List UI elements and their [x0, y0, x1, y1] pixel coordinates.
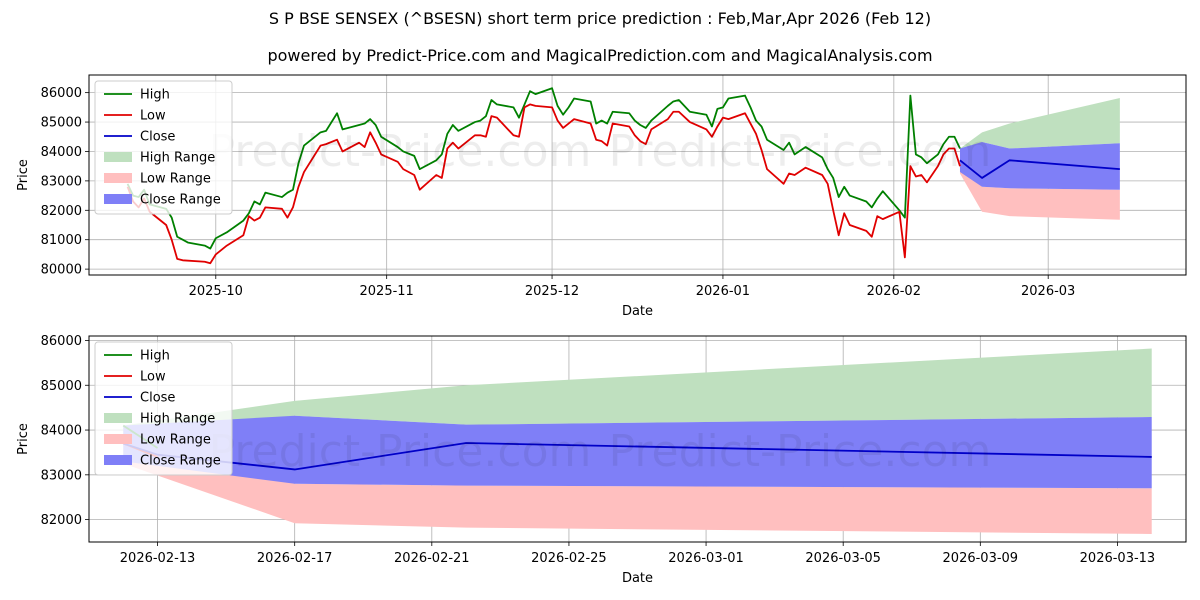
x-tick-label: 2026-02-25 [531, 551, 607, 566]
high-line [126, 87, 961, 250]
high-range-band [123, 348, 1152, 444]
x-tick-label: 2026-03-13 [1080, 551, 1156, 566]
legend-label: Close Range [140, 193, 221, 208]
legend-label: High [140, 88, 170, 103]
close-range-band [123, 415, 1152, 489]
x-tick-label: 2026-03-05 [805, 551, 881, 566]
legend-swatch [104, 152, 132, 162]
y-tick-label: 86000 [41, 86, 82, 101]
x-tick-label: 2026-02-13 [120, 551, 196, 566]
x-tick-label: 2026-03-01 [668, 551, 744, 566]
y-tick-label: 82000 [41, 513, 82, 528]
legend-swatch [104, 173, 132, 183]
x-tick-label: 2026-02-21 [394, 551, 470, 566]
series-group [122, 348, 1152, 534]
close-line [959, 159, 1120, 179]
x-tick-label: 2026-03-09 [943, 551, 1019, 566]
y-tick-label: 85000 [41, 116, 82, 131]
high-range-band [959, 97, 1120, 161]
chart-title: S P BSE SENSEX (^BSESN) short term price… [268, 9, 932, 28]
watermark-text: Predict-Price.com [609, 126, 992, 177]
legend-label: Low Range [140, 172, 211, 187]
y-tick-label: 86000 [41, 334, 82, 349]
legend-label: Close [140, 391, 175, 406]
y-tick-label: 82000 [41, 204, 82, 219]
watermark-text: Predict-Price.com [209, 426, 592, 477]
x-tick-label: 2026-02-17 [257, 551, 333, 566]
x-axis-label: Date [622, 304, 653, 319]
x-tick-label: 2026-01 [696, 284, 750, 299]
legend-swatch [104, 194, 132, 204]
y-tick-label: 84000 [41, 424, 82, 439]
low-range-band [123, 443, 1152, 534]
y-tick-label: 80000 [41, 263, 82, 278]
series-group [126, 87, 1120, 265]
watermark-text: Predict-Price.com [209, 126, 592, 177]
x-tick-label: 2025-10 [189, 284, 243, 299]
chart-subtitle: powered by Predict-Price.com and Magical… [267, 46, 933, 65]
low-range-band [959, 160, 1120, 220]
plot-frame [88, 335, 1187, 543]
x-axis-label: Date [622, 571, 653, 586]
legend-swatch [104, 413, 132, 423]
legend-swatch [104, 434, 132, 444]
chart-panel-1: 80000 81000 82000 83000 84000 85000 86000 2025-… [16, 74, 1187, 319]
legend-label: High Range [140, 151, 215, 166]
x-tick-label: 2026-03 [1021, 284, 1075, 299]
x-tick-label: 2025-11 [360, 284, 414, 299]
legend-label: Close [140, 130, 175, 145]
chart-panel-2: 82000 83000 84000 85000 86000 2026-02-13 2026-… [16, 334, 1187, 586]
watermark-text: Predict-Price.com [609, 426, 992, 477]
y-tick-label: 84000 [41, 145, 82, 160]
legend-label: Low [140, 370, 166, 385]
close-range-band [959, 142, 1120, 190]
y-tick-label: 81000 [41, 233, 82, 248]
y-tick-label: 83000 [41, 174, 82, 189]
x-tick-label: 2025-12 [525, 284, 579, 299]
low-line [126, 103, 961, 265]
legend-label: High [140, 349, 170, 364]
legend-swatch [104, 455, 132, 465]
y-tick-label: 83000 [41, 468, 82, 483]
y-tick-label: 85000 [41, 379, 82, 394]
legend-label: Low Range [140, 433, 211, 448]
y-axis-label: Price [16, 423, 31, 455]
legend-label: High Range [140, 412, 215, 427]
x-tick-label: 2026-02 [867, 284, 921, 299]
plot-frame [88, 74, 1187, 276]
y-axis-label: Price [16, 159, 31, 191]
legend-label: Low [140, 109, 166, 124]
legend-label: Close Range [140, 454, 221, 469]
